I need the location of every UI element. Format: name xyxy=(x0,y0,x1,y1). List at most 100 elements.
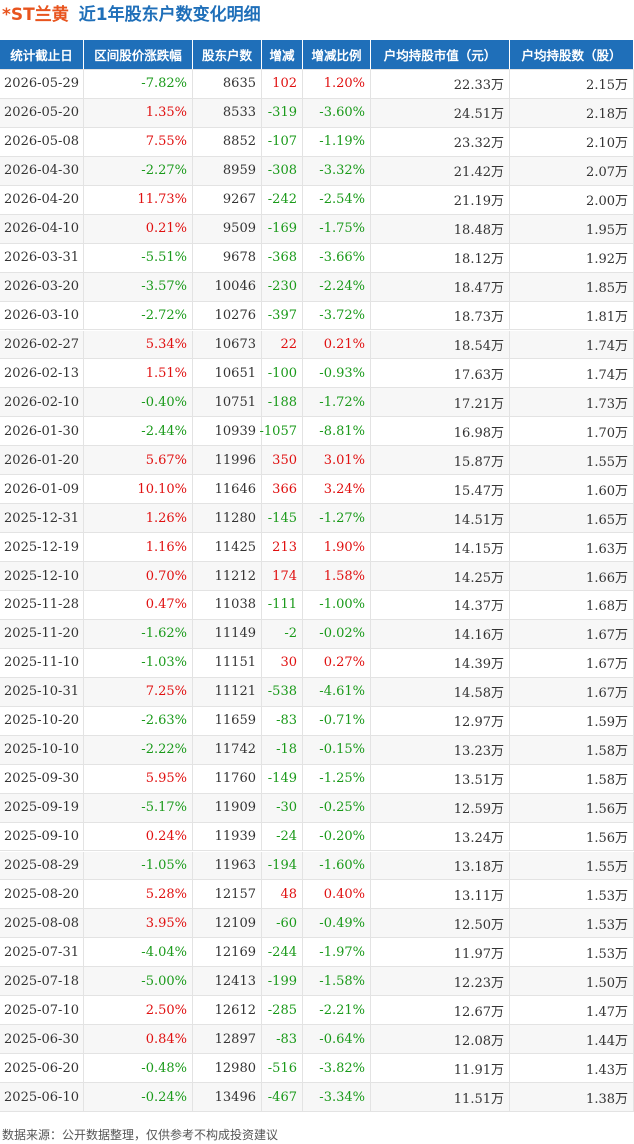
table-cell: 1.50万 xyxy=(510,967,634,996)
table-row: 2026-02-13 1.51% 10651 -100 -0.93% 17.63万 1.74… xyxy=(0,359,634,389)
table-cell: 14.58万 xyxy=(371,677,510,706)
table-cell: 0.84% xyxy=(84,1025,193,1054)
table-cell: 11151 xyxy=(193,648,262,677)
table-cell: 2.18万 xyxy=(510,98,634,127)
table-cell: 213 xyxy=(262,533,303,562)
table-cell: -0.02% xyxy=(303,619,371,648)
table-cell: 1.53万 xyxy=(510,880,634,909)
table-cell: -2.44% xyxy=(84,417,193,446)
table-row: 2026-05-08 7.55% 8852 -107 -1.19% 23.32万 2.10万 xyxy=(0,127,634,157)
table-cell: 14.15万 xyxy=(371,533,510,562)
table-cell: 2025-06-10 xyxy=(0,1083,84,1111)
table-cell: 21.19万 xyxy=(371,185,510,214)
table-row: 2025-11-10 -1.03% 11151 30 0.27% 14.39万 1.67万 xyxy=(0,648,634,678)
table-cell: -1.60% xyxy=(303,851,371,880)
table-cell: -1.97% xyxy=(303,938,371,967)
table-cell: -1.62% xyxy=(84,619,193,648)
table-cell: 1.73万 xyxy=(510,388,634,417)
table-cell: -194 xyxy=(262,851,303,880)
table-cell: -2.22% xyxy=(84,735,193,764)
table-cell: -2.63% xyxy=(84,706,193,735)
table-cell: -230 xyxy=(262,272,303,301)
table-cell: 1.74万 xyxy=(510,359,634,388)
table-cell: 2025-12-10 xyxy=(0,562,84,590)
table-cell: 1.60万 xyxy=(510,475,634,504)
table-cell: 12.08万 xyxy=(371,1025,510,1054)
column-header: 股东户数 xyxy=(193,40,262,69)
table-cell: -0.15% xyxy=(303,735,371,764)
table-cell: 2026-02-10 xyxy=(0,388,84,417)
table-cell: 2026-03-10 xyxy=(0,301,84,330)
table-cell: 2026-05-29 xyxy=(0,70,84,98)
table-cell: -2.21% xyxy=(303,996,371,1025)
table-cell: 10939 xyxy=(193,417,262,446)
table-cell: 2026-02-27 xyxy=(0,330,84,359)
table-cell: 0.24% xyxy=(84,822,193,851)
table-cell: 366 xyxy=(262,475,303,504)
table-cell: -2 xyxy=(262,619,303,648)
table-cell: 3.01% xyxy=(303,446,371,475)
table-cell: 13.18万 xyxy=(371,851,510,880)
table-cell: 14.37万 xyxy=(371,591,510,619)
table-cell: 2026-04-20 xyxy=(0,185,84,214)
table-cell: -1.19% xyxy=(303,127,371,156)
table-cell: 1.43万 xyxy=(510,1054,634,1083)
table-cell: 1.81万 xyxy=(510,301,634,330)
table-cell: 2025-11-10 xyxy=(0,648,84,677)
table-cell: 1.74万 xyxy=(510,330,634,359)
table-cell: 12897 xyxy=(193,1025,262,1054)
table-cell: 2026-01-09 xyxy=(0,475,84,504)
table-row: 2026-03-20 -3.57% 10046 -230 -2.24% 18.47万 1.8… xyxy=(0,272,634,302)
table-cell: -467 xyxy=(262,1083,303,1111)
table-cell: 2.10万 xyxy=(510,127,634,156)
table-cell: 13.51万 xyxy=(371,764,510,793)
table-row: 2025-12-10 0.70% 11212 174 1.58% 14.25万 1.66万 xyxy=(0,562,634,591)
table-cell: -199 xyxy=(262,967,303,996)
title-bar: *ST兰黄 近1年股东户数变化明细 xyxy=(2,2,261,28)
table-cell: -188 xyxy=(262,388,303,417)
table-cell: 12109 xyxy=(193,909,262,938)
title: 近1年股东户数变化明细 xyxy=(78,5,261,25)
table-cell: 2025-11-20 xyxy=(0,619,84,648)
table-cell: -0.93% xyxy=(303,359,371,388)
table-cell: 1.51% xyxy=(84,359,193,388)
table-cell: -0.20% xyxy=(303,822,371,851)
table-row: 2025-12-31 1.26% 11280 -145 -1.27% 14.51万 1.65… xyxy=(0,504,634,534)
table-cell: 1.68万 xyxy=(510,591,634,619)
table-cell: 13496 xyxy=(193,1083,262,1111)
table-cell: -1.00% xyxy=(303,591,371,619)
source-note: 数据来源：公开数据整理，仅供参考不构成投资建议 xyxy=(2,1128,279,1142)
table-cell: -4.04% xyxy=(84,938,193,967)
table-cell: 2026-04-10 xyxy=(0,214,84,243)
table-cell: 11760 xyxy=(193,764,262,793)
table-row: 2025-07-10 2.50% 12612 -285 -2.21% 12.67万 1.47… xyxy=(0,996,634,1026)
table-row: 2025-08-08 3.95% 12109 -60 -0.49% 12.50万 1.53万 xyxy=(0,909,634,939)
table-cell: 3.95% xyxy=(84,909,193,938)
table-cell: -2.24% xyxy=(303,272,371,301)
table-cell: -0.48% xyxy=(84,1054,193,1083)
table-row: 2025-06-30 0.84% 12897 -83 -0.64% 12.08万 1.44万 xyxy=(0,1025,634,1055)
table-cell: 11425 xyxy=(193,533,262,562)
table-cell: 23.32万 xyxy=(371,127,510,156)
table-cell: -538 xyxy=(262,677,303,706)
table-cell: 2026-04-30 xyxy=(0,156,84,185)
table-cell: 102 xyxy=(262,70,303,98)
table-row: 2025-10-31 7.25% 11121 -538 -4.61% 14.58万 1.67… xyxy=(0,677,634,707)
table-cell: 1.66万 xyxy=(510,562,634,590)
table-cell: -149 xyxy=(262,764,303,793)
table-row: 2025-11-20 -1.62% 11149 -2 -0.02% 14.16万 1.67万 xyxy=(0,619,634,649)
table-cell: 1.65万 xyxy=(510,504,634,533)
table-cell: 1.55万 xyxy=(510,446,634,475)
table-cell: 12.23万 xyxy=(371,967,510,996)
table-cell: 1.26% xyxy=(84,504,193,533)
table-cell: -3.66% xyxy=(303,243,371,272)
table-row: 2026-03-31 -5.51% 9678 -368 -3.66% 18.12万 1.92… xyxy=(0,243,634,273)
table-cell: 1.58万 xyxy=(510,764,634,793)
table-cell: 1.58% xyxy=(303,562,371,590)
column-header: 增减 xyxy=(262,40,303,69)
table-cell: 2025-11-28 xyxy=(0,591,84,619)
table-row: 2025-09-19 -5.17% 11909 -30 -0.25% 12.59万 1.56… xyxy=(0,793,634,823)
table-cell: 2025-06-30 xyxy=(0,1025,84,1054)
table-row: 2026-04-20 11.73% 9267 -242 -2.54% 21.19万 2.00… xyxy=(0,185,634,215)
table-cell: 11.51万 xyxy=(371,1083,510,1111)
